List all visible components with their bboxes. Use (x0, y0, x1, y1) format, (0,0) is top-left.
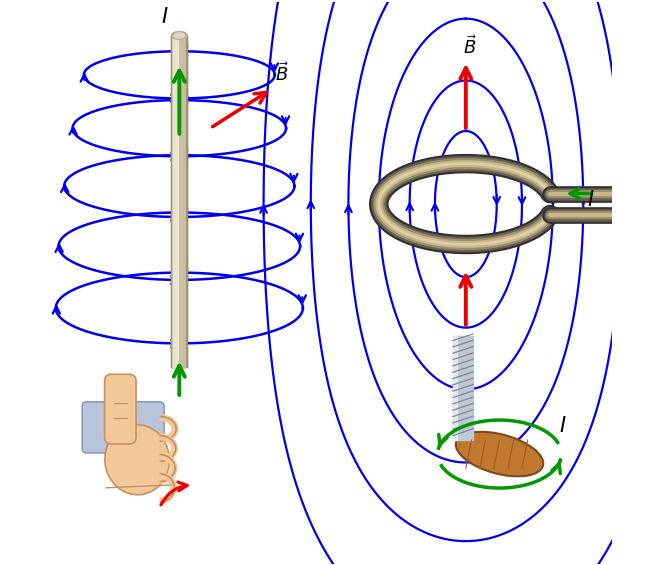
Text: $I$: $I$ (162, 7, 169, 27)
Ellipse shape (174, 33, 185, 38)
Bar (171, 36, 187, 367)
Text: $\vec{B}$: $\vec{B}$ (463, 35, 477, 58)
Text: $I$: $I$ (587, 190, 594, 210)
Bar (453, 336, 457, 440)
FancyBboxPatch shape (82, 402, 164, 453)
Bar (171, 36, 187, 367)
Ellipse shape (174, 33, 185, 38)
Bar (173, 36, 178, 367)
Bar (173, 36, 178, 367)
Ellipse shape (456, 432, 544, 476)
Bar (172, 36, 185, 367)
Ellipse shape (171, 32, 187, 40)
Text: $\vec{B}$: $\vec{B}$ (275, 62, 289, 85)
FancyBboxPatch shape (105, 374, 136, 444)
Ellipse shape (171, 32, 187, 40)
Bar (453, 336, 473, 440)
Text: $I$: $I$ (559, 416, 566, 436)
Ellipse shape (105, 424, 169, 495)
Bar (172, 36, 185, 367)
